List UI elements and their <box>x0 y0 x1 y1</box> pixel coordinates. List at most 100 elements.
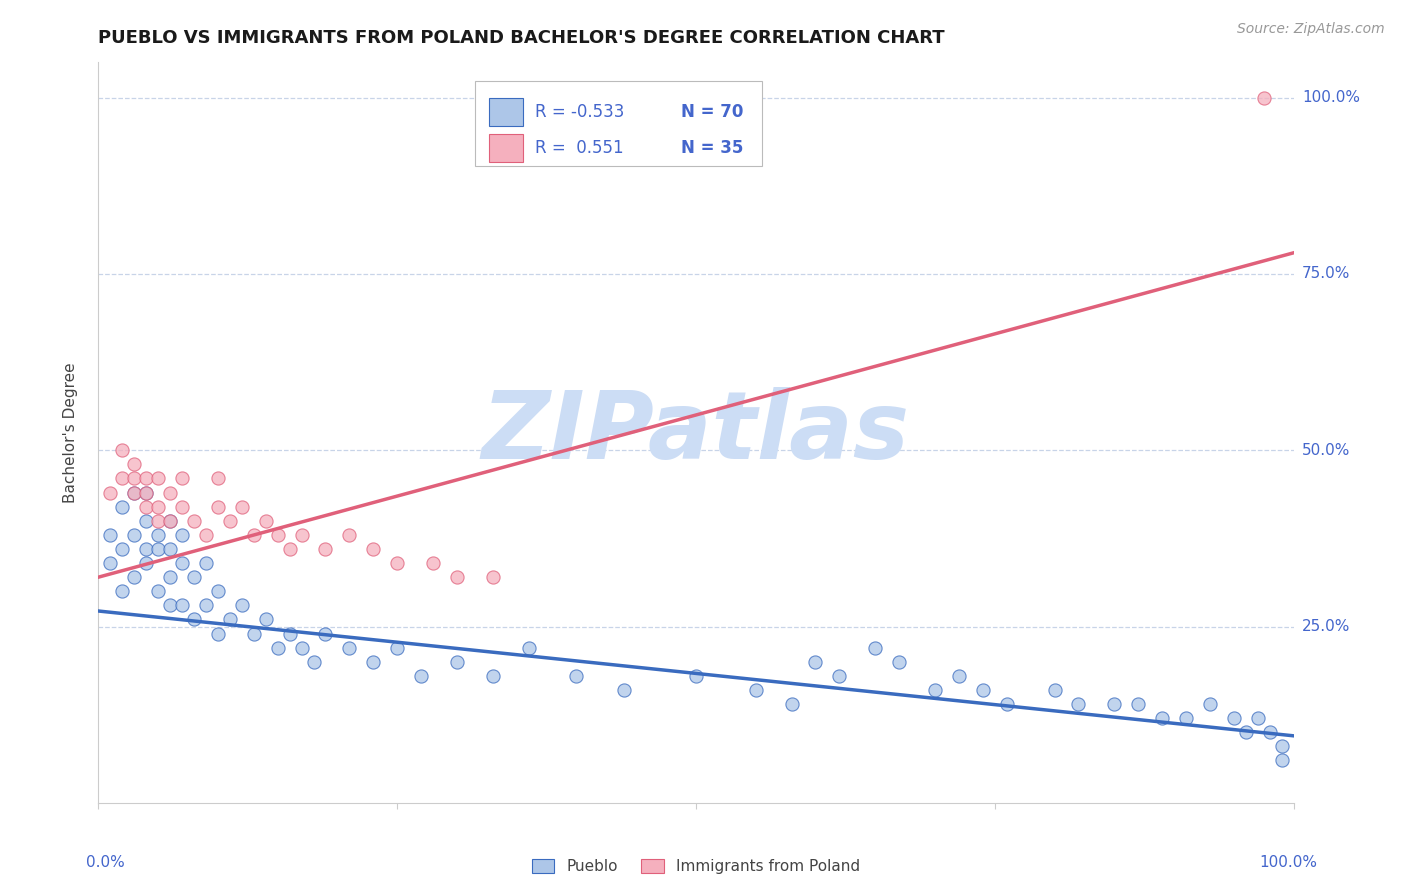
Point <box>159 541 181 556</box>
Point <box>315 541 337 556</box>
Point <box>1258 725 1281 739</box>
Point <box>1253 91 1275 105</box>
Point <box>124 570 146 584</box>
Point <box>172 599 194 613</box>
Point <box>159 514 181 528</box>
Point <box>1043 683 1066 698</box>
Point <box>385 556 409 570</box>
Point <box>111 443 134 458</box>
Text: ZIPatlas: ZIPatlas <box>482 386 910 479</box>
Point <box>183 612 205 626</box>
Point <box>231 599 253 613</box>
Point <box>195 528 218 542</box>
Point <box>865 640 887 655</box>
Point <box>315 626 337 640</box>
Point <box>243 528 266 542</box>
Point <box>219 612 242 626</box>
Point <box>1271 754 1294 768</box>
Point <box>1175 711 1198 725</box>
Point <box>267 640 290 655</box>
Point <box>422 556 444 570</box>
Point <box>481 669 505 683</box>
Point <box>1128 697 1150 711</box>
Point <box>111 584 134 599</box>
Point <box>446 655 468 669</box>
Point <box>219 514 242 528</box>
Text: N = 35: N = 35 <box>682 138 744 157</box>
Text: N = 70: N = 70 <box>682 103 744 121</box>
Point <box>98 528 122 542</box>
Point <box>446 570 468 584</box>
Text: 50.0%: 50.0% <box>1302 442 1350 458</box>
Point <box>745 683 768 698</box>
Point <box>148 514 170 528</box>
Point <box>159 485 181 500</box>
Point <box>148 471 170 485</box>
Bar <box>489 98 523 126</box>
Point <box>411 669 433 683</box>
Point <box>254 612 277 626</box>
Point <box>924 683 946 698</box>
Point <box>124 528 146 542</box>
Point <box>1223 711 1246 725</box>
Point <box>291 640 314 655</box>
Point <box>339 528 361 542</box>
Point <box>124 485 146 500</box>
Point <box>804 655 827 669</box>
Point <box>267 528 290 542</box>
Point <box>111 541 134 556</box>
Point <box>183 570 205 584</box>
Point <box>183 514 205 528</box>
Text: 100.0%: 100.0% <box>1260 855 1317 870</box>
Point <box>1067 697 1090 711</box>
Point <box>172 500 194 514</box>
Point <box>207 584 229 599</box>
Point <box>207 626 229 640</box>
Point <box>111 471 134 485</box>
Text: 0.0%: 0.0% <box>87 855 125 870</box>
Point <box>972 683 994 698</box>
Point <box>124 471 146 485</box>
Point <box>517 640 540 655</box>
Point <box>291 528 314 542</box>
Point <box>254 514 277 528</box>
Legend: Pueblo, Immigrants from Poland: Pueblo, Immigrants from Poland <box>526 853 866 880</box>
Point <box>148 584 170 599</box>
Point <box>98 485 122 500</box>
Point <box>780 697 803 711</box>
Point <box>159 570 181 584</box>
Bar <box>489 134 523 161</box>
Point <box>195 599 218 613</box>
Point <box>148 528 170 542</box>
Point <box>207 471 229 485</box>
Point <box>565 669 588 683</box>
Point <box>613 683 636 698</box>
FancyBboxPatch shape <box>475 81 762 166</box>
Point <box>172 556 194 570</box>
Point <box>172 528 194 542</box>
Point <box>685 669 707 683</box>
Point <box>385 640 409 655</box>
Point <box>124 458 146 472</box>
Text: PUEBLO VS IMMIGRANTS FROM POLAND BACHELOR'S DEGREE CORRELATION CHART: PUEBLO VS IMMIGRANTS FROM POLAND BACHELO… <box>98 29 945 47</box>
Point <box>995 697 1018 711</box>
Text: Source: ZipAtlas.com: Source: ZipAtlas.com <box>1237 22 1385 37</box>
Point <box>135 485 157 500</box>
Point <box>148 500 170 514</box>
Point <box>948 669 970 683</box>
Point <box>135 514 157 528</box>
Point <box>172 471 194 485</box>
Point <box>889 655 911 669</box>
Point <box>135 485 157 500</box>
Point <box>148 541 170 556</box>
Point <box>1247 711 1270 725</box>
Y-axis label: Bachelor's Degree: Bachelor's Degree <box>63 362 77 503</box>
Point <box>828 669 851 683</box>
Point <box>124 485 146 500</box>
Point <box>195 556 218 570</box>
Point <box>135 556 157 570</box>
Point <box>481 570 505 584</box>
Point <box>278 626 301 640</box>
Text: 75.0%: 75.0% <box>1302 267 1350 282</box>
Point <box>159 514 181 528</box>
